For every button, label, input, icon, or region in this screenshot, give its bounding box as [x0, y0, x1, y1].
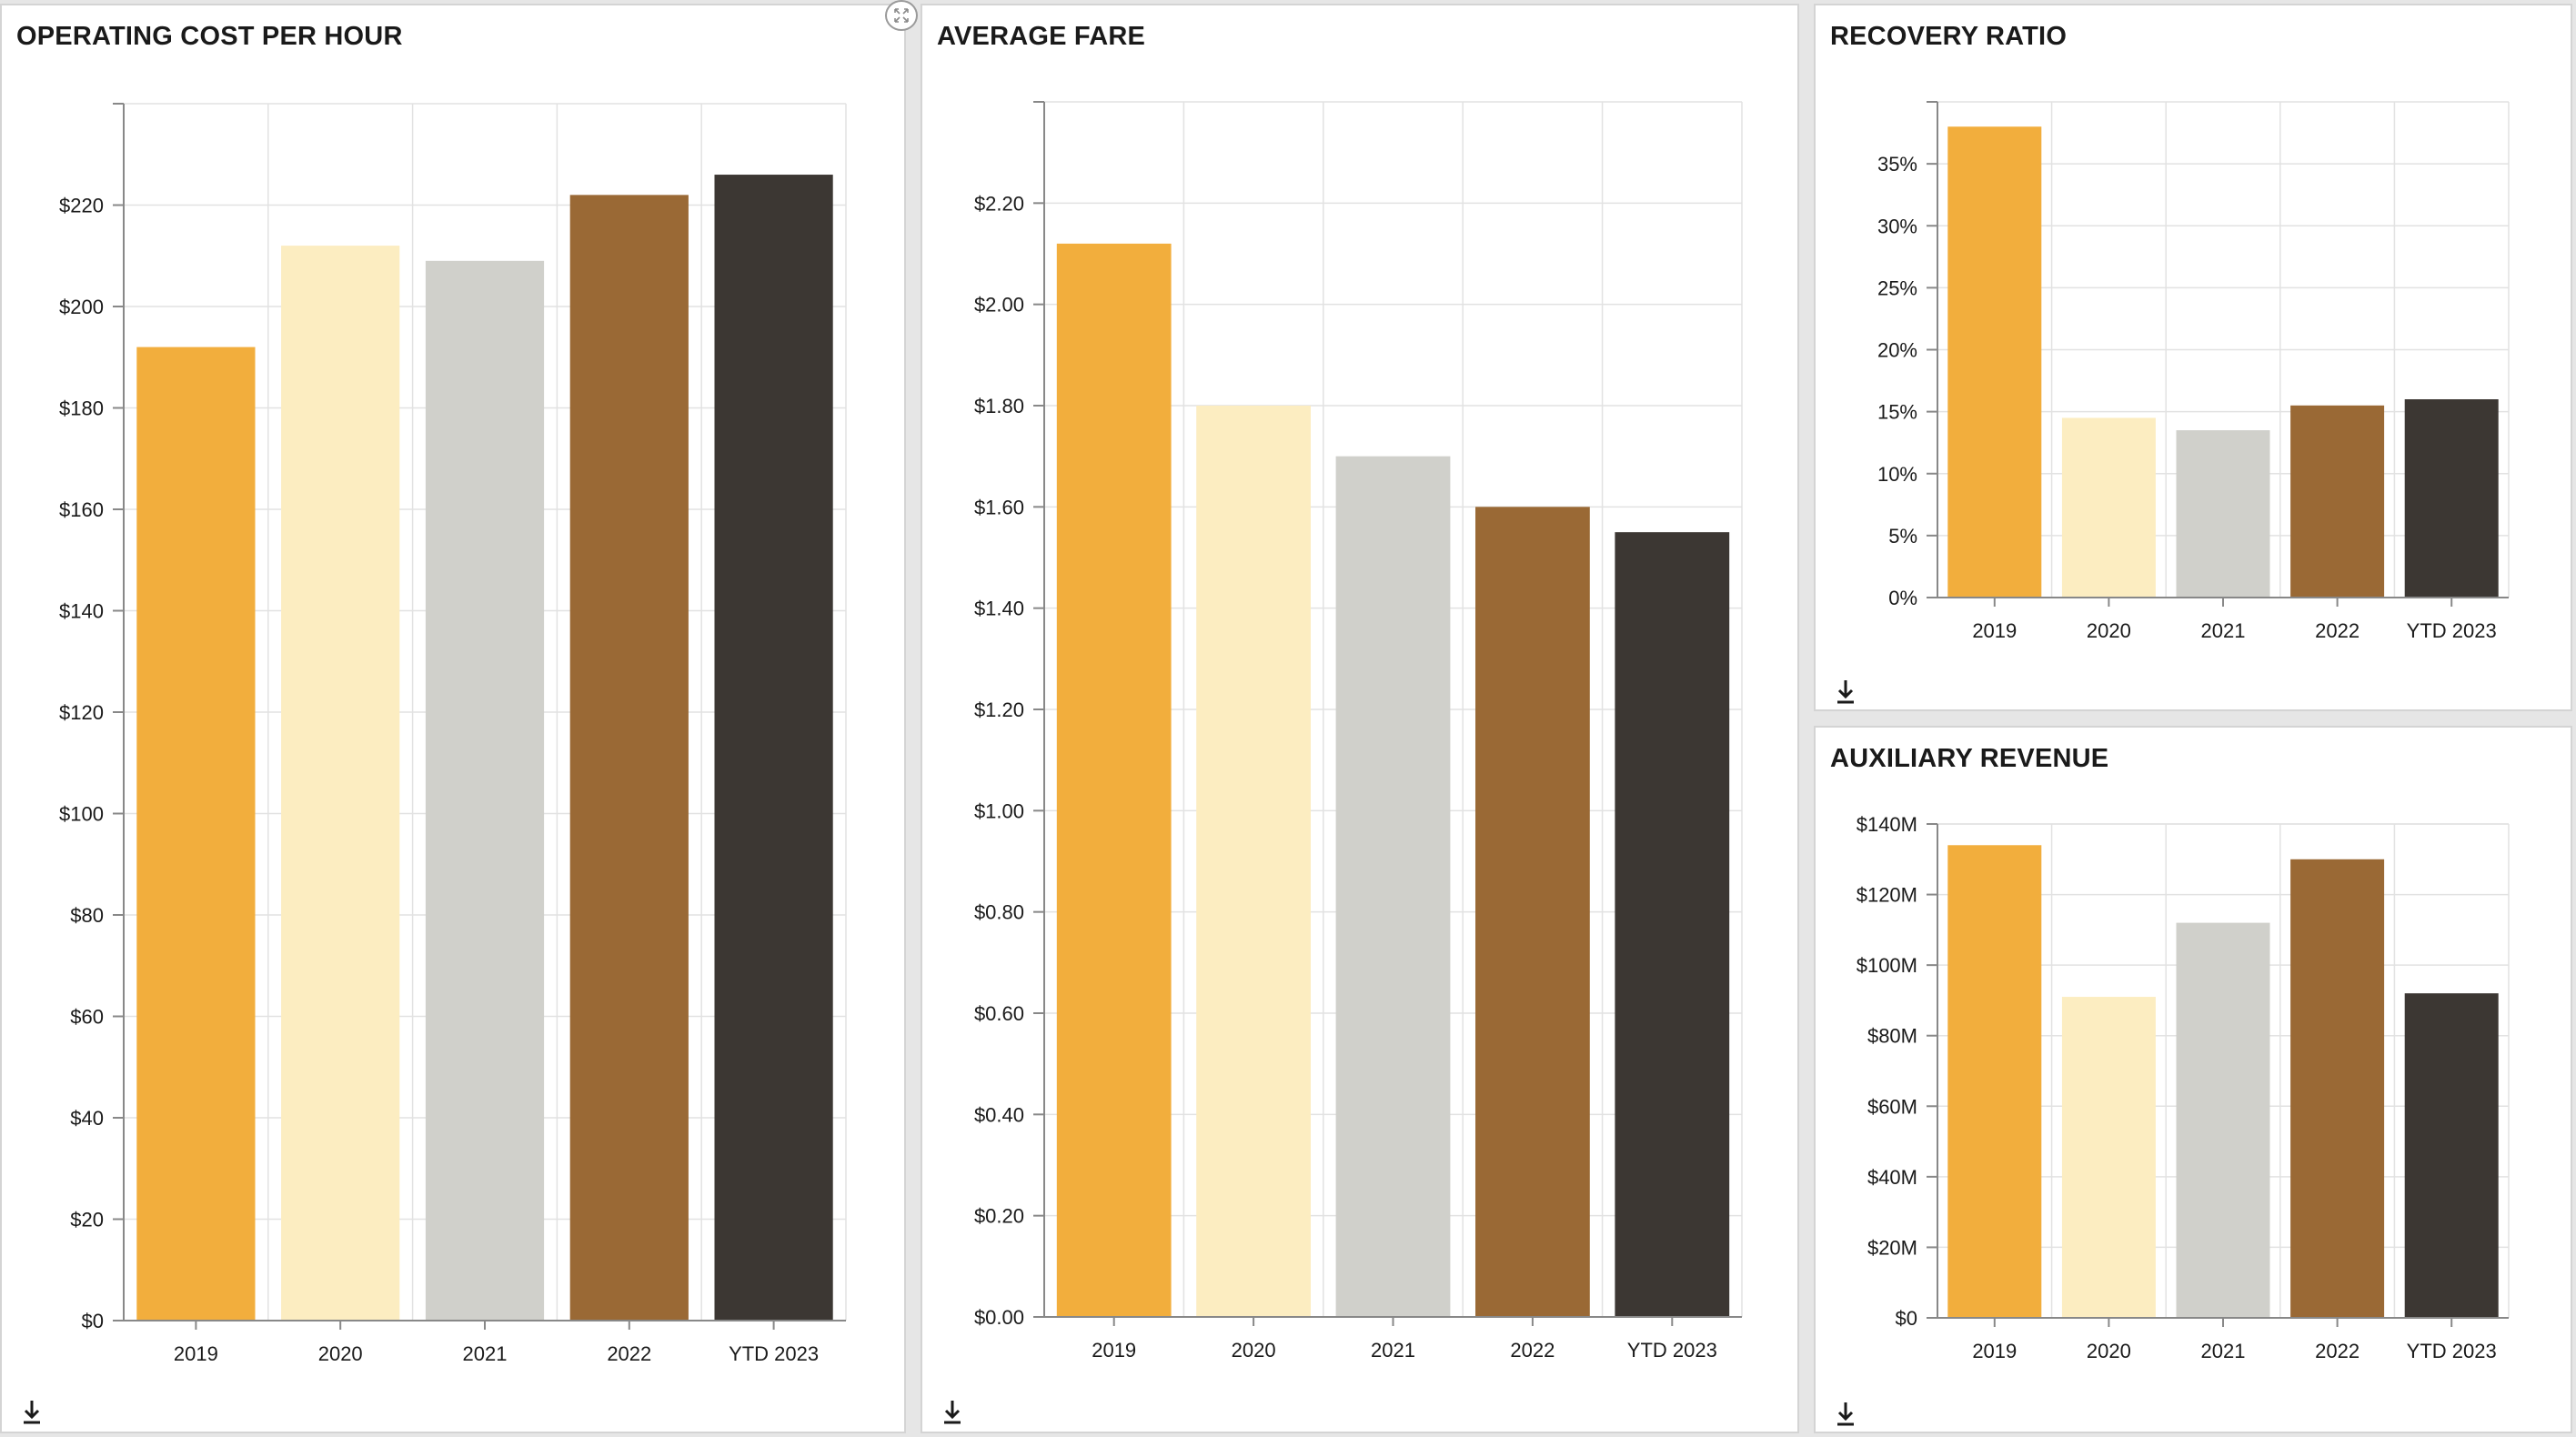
y-tick-label: $0.40	[974, 1103, 1024, 1126]
x-tick-label: 2021	[2201, 619, 2246, 642]
download-icon[interactable]	[1834, 1399, 1857, 1428]
y-tick-label: $200	[59, 296, 104, 318]
bar-2022	[569, 195, 689, 1321]
x-tick-label: 2020	[2087, 619, 2131, 642]
y-tick-label: $40M	[1867, 1166, 1917, 1189]
bar-2020	[281, 246, 400, 1321]
y-tick-label: $1.00	[974, 799, 1024, 822]
x-tick-label: YTD 2023	[729, 1342, 819, 1365]
y-tick-label: 5%	[1888, 525, 1917, 548]
bar-2019	[136, 347, 256, 1321]
x-tick-label: 2019	[1972, 619, 2017, 642]
x-tick-label: 2022	[607, 1342, 651, 1365]
bar-ytd-2023	[2404, 399, 2499, 598]
bar-2022	[2290, 405, 2385, 598]
x-tick-label: 2019	[1092, 1339, 1136, 1362]
y-tick-label: $1.40	[974, 598, 1024, 620]
y-tick-label: $120M	[1857, 884, 1917, 907]
expand-icon[interactable]	[885, 0, 918, 31]
y-tick-label: $0.60	[974, 1002, 1024, 1025]
bar-2021	[2176, 922, 2270, 1318]
panel-title: RECOVERY RATIO	[1830, 22, 2068, 51]
y-tick-label: $60M	[1867, 1095, 1917, 1118]
bar-ytd-2023	[1615, 532, 1730, 1317]
bar-ytd-2023	[2404, 993, 2499, 1318]
y-tick-label: $40	[70, 1107, 104, 1130]
x-tick-label: 2021	[1371, 1339, 1415, 1362]
y-tick-label: $0.80	[974, 901, 1024, 924]
download-icon[interactable]	[941, 1397, 964, 1426]
x-tick-label: 2021	[2201, 1340, 2246, 1362]
bar-2020	[2061, 997, 2156, 1318]
bar-2022	[2290, 859, 2385, 1318]
y-tick-label: $0	[1896, 1307, 1917, 1330]
y-tick-label: $2.20	[974, 192, 1024, 215]
y-tick-label: $140M	[1857, 813, 1917, 836]
x-tick-label: 2021	[463, 1342, 508, 1365]
recovery-ratio-panel: RECOVERY RATIO 0% 5% 10% 15% 20% 25% 30% 35% 201…	[1814, 4, 2572, 711]
x-tick-label: YTD 2023	[1627, 1339, 1717, 1362]
download-icon[interactable]	[20, 1397, 44, 1426]
y-tick-label: $0	[82, 1310, 104, 1332]
average-fare-chart: $0.00 $0.20 $0.40 $0.60 $0.80 $1.00 $1.20 $1.40…	[974, 101, 1743, 1362]
bar-2021	[425, 260, 545, 1321]
x-tick-label: 2022	[2315, 619, 2360, 642]
auxiliary-revenue-panel: AUXILIARY REVENUE $0 $20M $40M $60M $80M $100…	[1814, 726, 2572, 1433]
y-tick-label: $180	[59, 397, 104, 420]
y-tick-label: $80	[70, 904, 104, 927]
y-tick-label: $0.00	[974, 1306, 1024, 1329]
y-tick-label: $2.00	[974, 294, 1024, 317]
y-tick-label: $1.20	[974, 698, 1024, 721]
bar-2019	[1056, 243, 1172, 1317]
x-tick-label: 2019	[174, 1342, 218, 1365]
bar-2020	[2061, 417, 2156, 598]
y-tick-label: $220	[59, 195, 104, 217]
panel-title: OPERATING COST PER HOUR	[16, 22, 403, 51]
bar-2021	[1335, 456, 1451, 1318]
bar-2020	[1196, 406, 1311, 1317]
y-tick-label: $120	[59, 701, 104, 724]
y-tick-label: $140	[59, 600, 104, 623]
recovery-ratio-chart: 0% 5% 10% 15% 20% 25% 30% 35% 2019 2020 2021 2022 YT…	[1877, 101, 2510, 642]
y-tick-label: $20	[70, 1209, 104, 1231]
panel-title: AUXILIARY REVENUE	[1830, 744, 2109, 773]
y-tick-label: $20M	[1867, 1236, 1917, 1259]
x-tick-label: 2019	[1972, 1340, 2017, 1362]
y-tick-label: 20%	[1877, 339, 1917, 362]
x-tick-label: YTD 2023	[2407, 619, 2497, 642]
bar-2019	[1947, 845, 2042, 1318]
y-tick-label: $100	[59, 803, 104, 826]
y-tick-label: $0.20	[974, 1205, 1024, 1228]
y-tick-label: 35%	[1877, 153, 1917, 176]
y-tick-label: 25%	[1877, 276, 1917, 299]
y-tick-label: $80M	[1867, 1025, 1917, 1048]
y-tick-label: 0%	[1888, 587, 1917, 609]
operating-cost-chart: $0 $20 $40 $60 $80 $100 $120 $140 $160 $180 $200 $2…	[59, 103, 847, 1365]
bar-2021	[2176, 430, 2270, 598]
operating-cost-panel: OPERATING COST PER HOUR $0 $20 $40 $60 $80 $1…	[0, 4, 906, 1433]
bar-2022	[1475, 507, 1590, 1317]
download-icon[interactable]	[1834, 677, 1857, 706]
y-tick-label: $160	[59, 498, 104, 521]
average-fare-panel: AVERAGE FARE $0.00 $0.20 $0.40 $0.60 $0.80 $1…	[921, 4, 1799, 1433]
auxiliary-revenue-chart: $0 $20M $40M $60M $80M $100M $120M $140M 2019 202…	[1857, 813, 2510, 1362]
x-tick-label: 2020	[1232, 1339, 1276, 1362]
x-tick-label: 2022	[1510, 1339, 1555, 1362]
y-tick-label: $60	[70, 1006, 104, 1029]
x-tick-label: 2020	[2087, 1340, 2131, 1362]
y-tick-label: $1.60	[974, 496, 1024, 518]
panel-title: AVERAGE FARE	[937, 22, 1146, 51]
x-tick-label: 2022	[2315, 1340, 2360, 1362]
y-tick-label: $100M	[1857, 954, 1917, 977]
y-tick-label: 10%	[1877, 463, 1917, 486]
bar-2019	[1947, 126, 2042, 598]
y-tick-label: 30%	[1877, 215, 1917, 237]
bar-ytd-2023	[714, 175, 833, 1321]
y-tick-label: $1.80	[974, 395, 1024, 417]
x-tick-label: 2020	[318, 1342, 363, 1365]
x-tick-label: YTD 2023	[2407, 1340, 2497, 1362]
y-tick-label: 15%	[1877, 401, 1917, 424]
